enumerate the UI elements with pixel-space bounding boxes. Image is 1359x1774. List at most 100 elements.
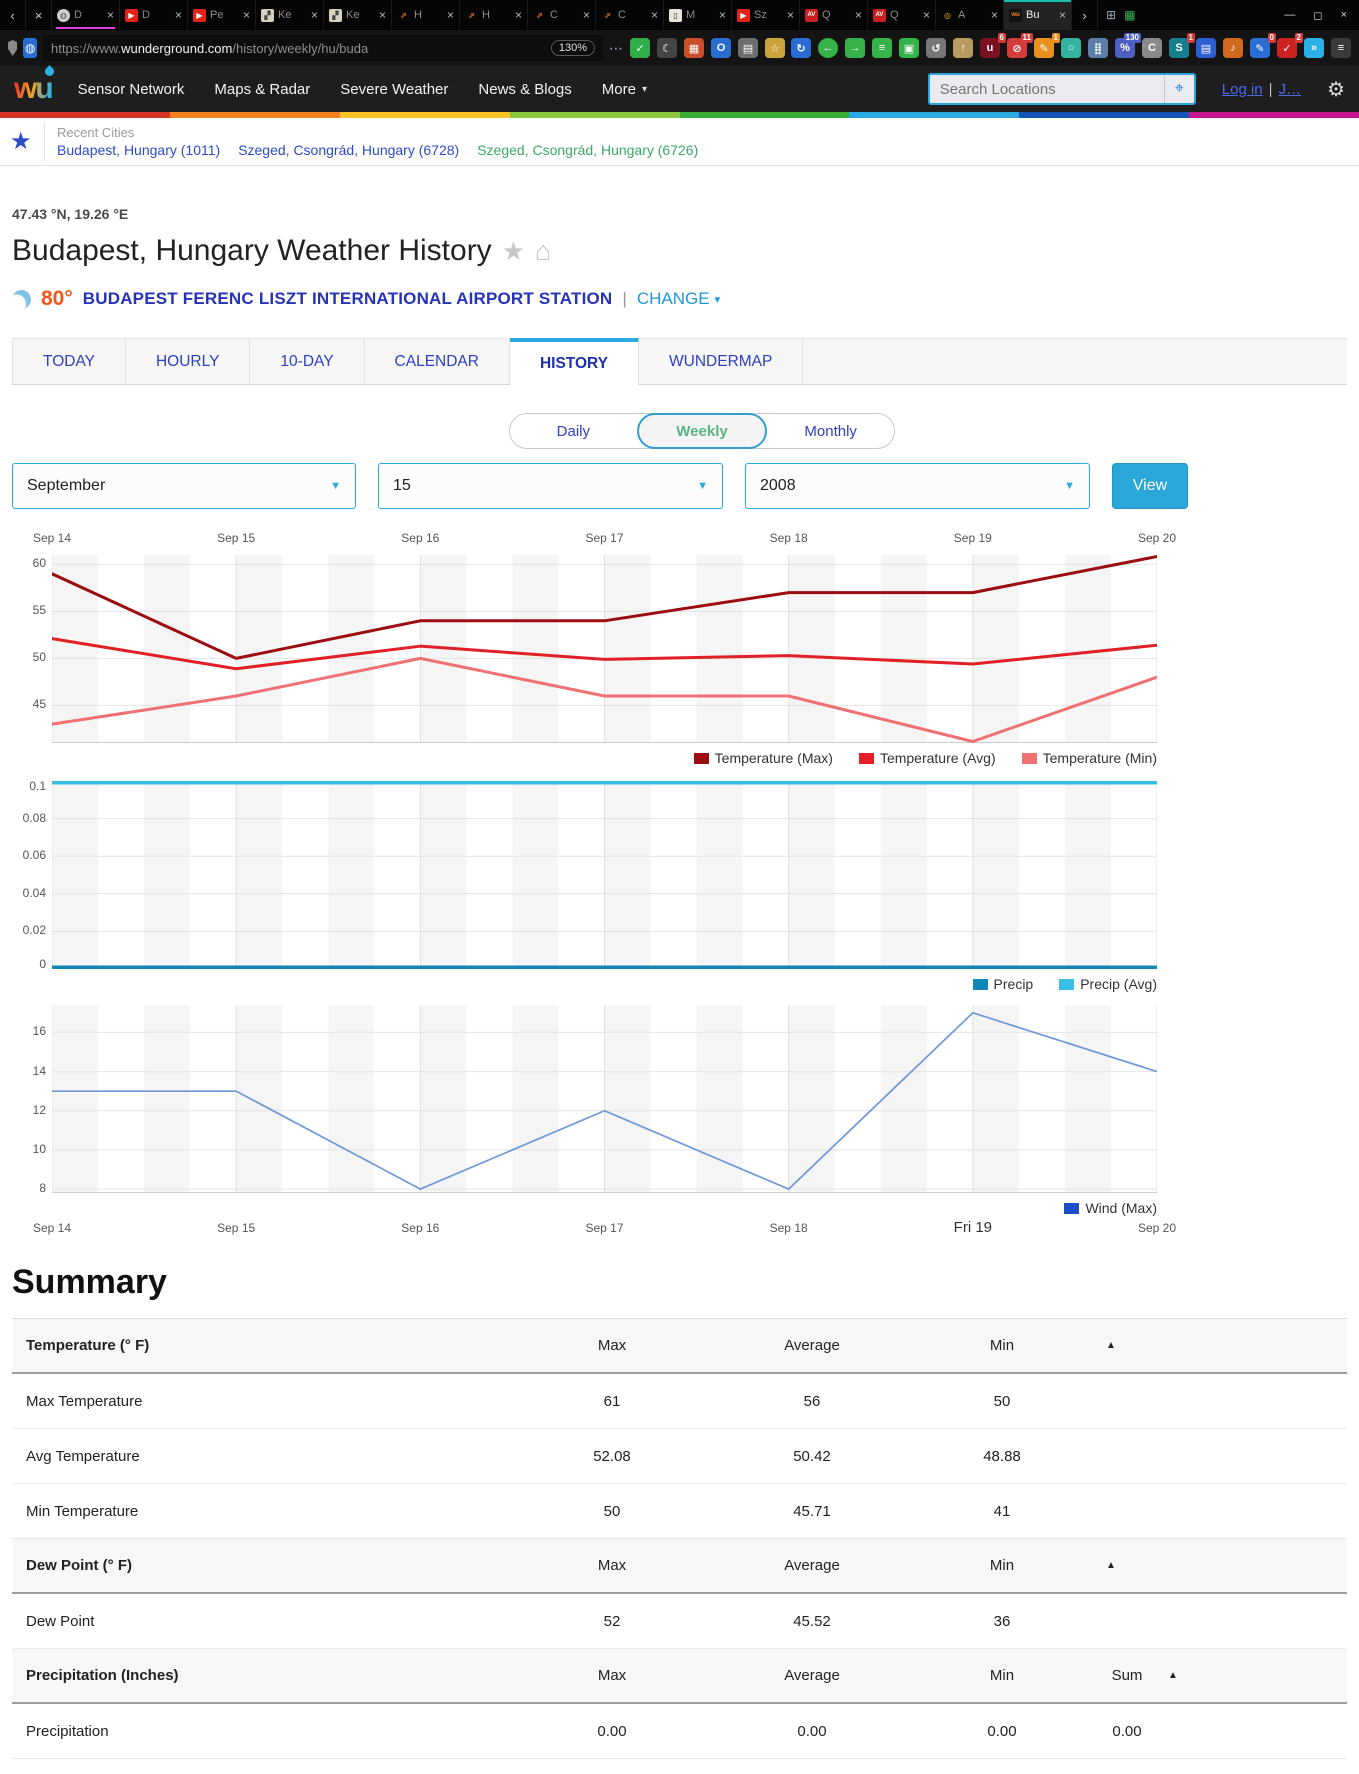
search-input[interactable] [929,80,1164,98]
back-icon[interactable]: ← [818,38,838,58]
tab-close-icon[interactable]: × [854,8,862,22]
nav-item-sensor-network[interactable]: Sensor Network [77,80,185,98]
settings-gear-icon[interactable]: ⚙ [1327,78,1345,101]
page-actions-icon[interactable]: ⋯ [609,39,624,56]
recent-city-link[interactable]: Szeged, Csongrád, Hungary (6728) [238,142,460,158]
tab-close-icon[interactable]: × [378,8,386,22]
o-ring-icon[interactable]: O [711,38,731,58]
browser-tab[interactable]: AV Q × [800,0,868,30]
close-button[interactable]: × [1340,9,1347,21]
tab-calendar[interactable]: CALENDAR [365,339,510,384]
speaker-icon[interactable]: ♪ [1223,38,1243,58]
grid-icon[interactable]: ▦ [684,38,704,58]
year-select[interactable]: 2008 ▼ [745,463,1090,509]
tab-close-icon[interactable]: × [1058,8,1066,22]
tab-10-day[interactable]: 10-DAY [250,339,365,384]
favorite-star-icon[interactable]: ★ [501,235,525,266]
login-link[interactable]: Log in [1221,80,1263,98]
sync-icon[interactable]: ↻ [791,38,811,58]
forward-icon[interactable]: → [845,38,865,58]
editor-icon[interactable]: ✎ 0 [1250,33,1276,58]
tab-close-icon[interactable]: × [446,8,454,22]
menu-icon[interactable]: ≡ [1331,38,1351,58]
join-link[interactable]: J… [1278,80,1302,98]
wu-logo[interactable]: wu [14,65,56,104]
new-tab-icon[interactable]: ⊞ [1106,8,1117,22]
change-station-link[interactable]: CHANGE ▾ [636,289,721,308]
tab-close-icon[interactable]: × [106,8,114,22]
doc-pair-icon[interactable]: ▤ [738,38,758,58]
ghostery-icon[interactable]: ○ [1061,38,1081,58]
tab-close-icon[interactable]: × [174,8,182,22]
tab-close-icon[interactable]: × [650,8,658,22]
sort-arrow-icon[interactable]: ▲ [1168,1670,1178,1681]
zoom-ext-icon[interactable]: % 130 [1115,33,1141,58]
stats-icon[interactable]: ⣿ [1088,38,1108,58]
sort-arrow-icon[interactable]: ▲ [1106,1560,1116,1571]
list-icon[interactable]: ≡ [872,38,892,58]
browser-tab[interactable]: wu Bu × [1004,0,1072,30]
restore-button[interactable]: ◻ [1313,9,1323,22]
period-monthly[interactable]: Monthly [804,422,857,440]
tab-overflow-button[interactable]: › [1072,0,1098,30]
tab-close-icon[interactable]: × [718,8,726,22]
tracking-shield-icon[interactable] [8,40,18,56]
upload-icon[interactable]: ↑ [953,38,973,58]
tab-hourly[interactable]: HOURLY [126,339,251,384]
tab-close-button[interactable]: × [26,0,52,30]
favorites-star-icon[interactable]: ★ [10,128,32,155]
tab-close-icon[interactable]: × [922,8,930,22]
url-field[interactable]: https://www.wunderground.com/history/wee… [43,35,603,61]
shield-check-icon[interactable]: ✓ [630,38,650,58]
clearurls-icon[interactable]: C [1142,38,1162,58]
browser-tab[interactable]: ▶ D × [120,0,188,30]
browser-tab[interactable]: ▞ Ke × [324,0,392,30]
browser-tab[interactable]: ⇗ H × [460,0,528,30]
save-icon[interactable]: ▤ [1196,38,1216,58]
nav-item-maps-radar[interactable]: Maps & Radar [214,80,311,98]
grammar-icon[interactable]: ✓ 2 [1277,33,1303,58]
tab-wundermap[interactable]: WUNDERMAP [639,339,804,384]
browser-tab[interactable]: ⇗ C × [596,0,664,30]
notes-icon[interactable]: ✎ 1 [1034,33,1060,58]
chevrons-icon[interactable]: » [1304,38,1324,58]
recent-city-link[interactable]: Budapest, Hungary (1011) [57,142,221,158]
tab-history[interactable]: HISTORY [509,338,640,385]
browser-tab[interactable]: ▶ Pe × [188,0,256,30]
tab-close-icon[interactable]: × [786,8,794,22]
tab-scroll-left-button[interactable]: ‹ [0,0,26,30]
nav-item-severe-weather[interactable]: Severe Weather [340,80,449,98]
browser-tab[interactable]: ▞ Ke × [256,0,324,30]
bookmark-star-icon[interactable]: ☆ [765,38,785,58]
browser-tab[interactable]: ⇗ C × [528,0,596,30]
nav-item-news-blogs[interactable]: News & Blogs [478,80,572,98]
browser-tab[interactable]: ⇗ H × [392,0,460,30]
browser-tab[interactable]: ◍ D × [52,0,120,30]
view-button[interactable]: View [1112,463,1188,509]
tab-close-icon[interactable]: × [242,8,250,22]
nav-item-more[interactable]: More ▾ [601,80,647,98]
browser-tab[interactable]: ▯ M × [664,0,732,30]
tab-groups-icon[interactable]: ▦ [1124,8,1136,22]
browser-tab[interactable]: AV Q × [868,0,936,30]
minimize-button[interactable]: — [1284,9,1296,21]
sort-arrow-icon[interactable]: ▲ [1106,1340,1116,1351]
browser-tab[interactable]: ◎ A × [936,0,1004,30]
period-daily[interactable]: Daily [556,422,590,440]
recent-city-link[interactable]: Szeged, Csongrád, Hungary (6726) [477,142,699,158]
geolocate-icon[interactable]: ⌖ [1163,75,1194,103]
crescent-icon[interactable]: ☾ [657,38,677,58]
window-icon[interactable]: ▣ [899,38,919,58]
tab-today[interactable]: TODAY [12,339,126,384]
tab-close-icon[interactable]: × [990,8,998,22]
zoom-level-badge[interactable]: 130% [550,40,595,56]
tab-close-icon[interactable]: × [582,8,590,22]
undo-icon[interactable]: ↺ [926,38,946,58]
browser-tab[interactable]: ▶ Sz × [732,0,800,30]
tab-close-icon[interactable]: × [310,8,318,22]
day-select[interactable]: 15 ▼ [378,463,723,509]
home-icon[interactable]: ⌂ [535,235,552,266]
period-weekly[interactable]: Weekly [636,413,768,449]
